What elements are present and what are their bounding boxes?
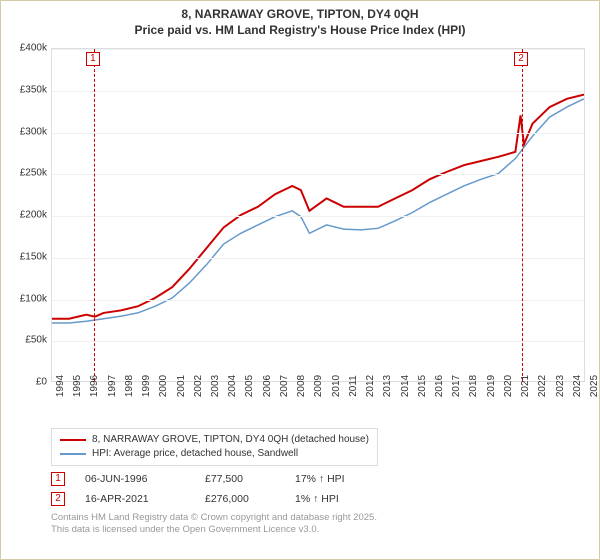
transaction-list: 1 06-JUN-1996 £77,500 17% ↑ HPI 2 16-APR-2021… bbox=[51, 472, 591, 506]
x-axis-label: 2014 bbox=[400, 375, 411, 397]
x-axis-label: 2022 bbox=[537, 375, 548, 397]
x-axis-label: 2001 bbox=[176, 375, 187, 397]
marker-vline bbox=[94, 49, 95, 381]
y-axis-label: £100k bbox=[9, 293, 47, 304]
y-axis-label: £300k bbox=[9, 126, 47, 137]
x-axis-label: 1994 bbox=[55, 375, 66, 397]
x-axis-label: 2002 bbox=[193, 375, 204, 397]
x-axis-label: 2005 bbox=[244, 375, 255, 397]
x-axis-label: 2006 bbox=[262, 375, 273, 397]
chart-marker: 2 bbox=[514, 52, 528, 66]
transaction-row: 2 16-APR-2021 £276,000 1% ↑ HPI bbox=[51, 492, 591, 506]
x-axis-label: 2000 bbox=[158, 375, 169, 397]
x-axis-label: 2010 bbox=[331, 375, 342, 397]
legend-swatch bbox=[60, 439, 86, 441]
y-axis-label: £150k bbox=[9, 251, 47, 262]
transaction-date: 16-APR-2021 bbox=[85, 493, 185, 505]
transaction-diff: 1% ↑ HPI bbox=[295, 493, 395, 505]
legend-swatch bbox=[60, 453, 86, 455]
chart-lines bbox=[52, 49, 584, 381]
transaction-diff: 17% ↑ HPI bbox=[295, 473, 395, 485]
x-axis-label: 2018 bbox=[468, 375, 479, 397]
transaction-price: £77,500 bbox=[205, 473, 275, 485]
chart-plot bbox=[51, 48, 585, 382]
x-axis-label: 2003 bbox=[210, 375, 221, 397]
x-axis-label: 2019 bbox=[486, 375, 497, 397]
x-axis-label: 1999 bbox=[141, 375, 152, 397]
x-axis-label: 2007 bbox=[279, 375, 290, 397]
x-axis-label: 1998 bbox=[124, 375, 135, 397]
x-axis-label: 2009 bbox=[313, 375, 324, 397]
x-axis-label: 2023 bbox=[555, 375, 566, 397]
transaction-row: 1 06-JUN-1996 £77,500 17% ↑ HPI bbox=[51, 472, 591, 486]
x-axis-label: 1997 bbox=[107, 375, 118, 397]
legend-item: HPI: Average price, detached house, Sand… bbox=[60, 447, 369, 461]
x-axis-label: 2017 bbox=[451, 375, 462, 397]
y-axis-label: £350k bbox=[9, 84, 47, 95]
x-axis-label: 2008 bbox=[296, 375, 307, 397]
series-price_paid bbox=[52, 95, 584, 319]
x-axis-label: 2004 bbox=[227, 375, 238, 397]
chart-marker: 1 bbox=[86, 52, 100, 66]
legend: 8, NARRAWAY GROVE, TIPTON, DY4 0QH (deta… bbox=[51, 428, 378, 466]
x-axis-label: 2021 bbox=[520, 375, 531, 397]
marker-vline bbox=[522, 49, 523, 381]
footer-attribution: Contains HM Land Registry data © Crown c… bbox=[51, 512, 591, 536]
x-axis-label: 2012 bbox=[365, 375, 376, 397]
legend-label: HPI: Average price, detached house, Sand… bbox=[92, 447, 298, 461]
x-axis-label: 1995 bbox=[72, 375, 83, 397]
legend-label: 8, NARRAWAY GROVE, TIPTON, DY4 0QH (deta… bbox=[92, 433, 369, 447]
chart-title: 8, NARRAWAY GROVE, TIPTON, DY4 0QH Price… bbox=[9, 7, 591, 38]
x-axis-label: 2025 bbox=[589, 375, 600, 397]
transaction-marker: 2 bbox=[51, 492, 65, 506]
x-axis-label: 2024 bbox=[572, 375, 583, 397]
y-axis-label: £50k bbox=[9, 335, 47, 346]
transaction-date: 06-JUN-1996 bbox=[85, 473, 185, 485]
y-axis-label: £400k bbox=[9, 43, 47, 54]
x-axis-label: 2015 bbox=[417, 375, 428, 397]
x-axis-label: 2013 bbox=[382, 375, 393, 397]
chart-area: £0 £50k £100k £150k £200k £250k £300k £350k £400… bbox=[9, 44, 591, 424]
legend-item: 8, NARRAWAY GROVE, TIPTON, DY4 0QH (deta… bbox=[60, 433, 369, 447]
transaction-price: £276,000 bbox=[205, 493, 275, 505]
transaction-marker: 1 bbox=[51, 472, 65, 486]
x-axis-label: 2020 bbox=[503, 375, 514, 397]
x-axis-label: 2011 bbox=[348, 375, 359, 397]
x-axis-label: 1996 bbox=[89, 375, 100, 397]
y-axis-label: £0 bbox=[9, 377, 47, 388]
x-axis-label: 2016 bbox=[434, 375, 445, 397]
y-axis-label: £200k bbox=[9, 210, 47, 221]
y-axis-label: £250k bbox=[9, 168, 47, 179]
